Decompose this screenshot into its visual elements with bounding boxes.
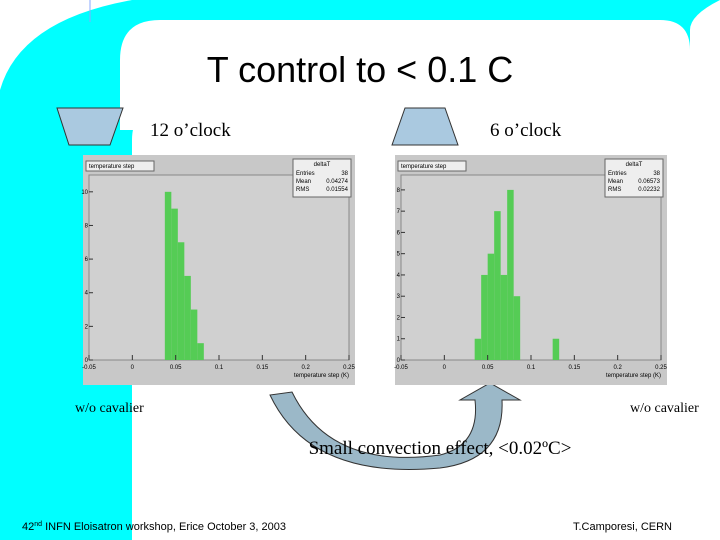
stats-key: RMS	[608, 187, 621, 193]
y-tick-label: 6	[85, 257, 89, 263]
note: w/o cavalier	[75, 401, 144, 416]
bar	[171, 208, 178, 360]
bar	[487, 253, 495, 360]
hist-title: temperature step	[89, 164, 135, 170]
x-axis-label: temperature step (K)	[294, 373, 349, 379]
slide-title: T control to < 0.1 C	[207, 49, 514, 90]
bar	[474, 338, 482, 360]
x-tick-label: 0.15	[568, 365, 580, 371]
x-tick-label: 0.15	[256, 365, 268, 371]
plot-area	[400, 174, 662, 361]
hist-title: temperature step	[401, 164, 447, 170]
bar	[552, 338, 560, 360]
note: w/o cavalier	[630, 401, 699, 416]
stats-name: deltaT	[314, 162, 331, 168]
y-tick-label: 5	[397, 252, 401, 258]
x-tick-label: 0	[443, 365, 447, 371]
bar	[513, 296, 521, 360]
x-tick-label: 0.05	[170, 365, 182, 371]
stats-value: 38	[341, 171, 348, 177]
arrow	[269, 382, 522, 470]
y-tick-label: 2	[85, 324, 89, 330]
x-axis-label: temperature step (K)	[606, 373, 661, 379]
bar	[190, 309, 198, 360]
trapezoid	[56, 107, 124, 146]
y-tick-label: 0	[85, 358, 89, 364]
y-tick-label: 3	[397, 294, 401, 300]
stats-key: Entries	[608, 171, 627, 177]
stats-key: Mean	[296, 179, 311, 185]
y-tick-label: 4	[397, 273, 401, 279]
stats-value: 0.06573	[638, 179, 660, 185]
y-tick-label: 8	[85, 223, 89, 229]
y-tick-label: 8	[397, 188, 401, 194]
x-tick-label: 0.25	[655, 365, 667, 371]
caption: Small convection effect, <0.02ºC>	[309, 438, 572, 459]
y-tick-label: 6	[397, 230, 401, 236]
bar	[494, 211, 501, 360]
y-tick-label: 7	[397, 209, 401, 215]
bar	[177, 242, 185, 360]
x-tick-label: 0.1	[215, 365, 224, 371]
x-tick-label: -0.05	[394, 365, 408, 371]
x-tick-label: 0.2	[613, 365, 622, 371]
label: 6 o’clock	[490, 120, 562, 141]
y-tick-label: 4	[85, 291, 89, 297]
label: 12 o’clock	[150, 120, 231, 141]
stats-value: 0.01554	[326, 187, 348, 193]
bar	[184, 275, 191, 360]
footer: T.Camporesi, CERN	[573, 521, 672, 533]
x-tick-label: 0.05	[482, 365, 494, 371]
plot-area	[88, 174, 350, 361]
y-tick-label: 0	[397, 358, 401, 364]
y-tick-label: 1	[397, 337, 401, 343]
stats-value: 38	[653, 171, 660, 177]
bar	[481, 274, 488, 360]
stats-key: RMS	[296, 187, 309, 193]
stats-box	[292, 158, 352, 198]
bar	[507, 189, 514, 360]
stats-value: 0.02232	[638, 187, 660, 193]
footer-sup: nd	[34, 521, 42, 528]
x-tick-label: 0	[131, 365, 135, 371]
bar	[164, 191, 172, 360]
stats-key: Entries	[296, 171, 315, 177]
x-tick-label: 0.25	[343, 365, 355, 371]
title-area	[120, 20, 690, 130]
stats-value: 0.04274	[326, 179, 348, 185]
y-tick-label: 10	[81, 190, 88, 196]
stats-key: Mean	[608, 179, 623, 185]
stats-box	[604, 158, 664, 198]
hist-title-box	[397, 160, 467, 172]
x-tick-label: -0.05	[82, 365, 96, 371]
bar	[500, 274, 508, 360]
x-tick-label: 0.2	[301, 365, 310, 371]
trapezoid	[391, 107, 459, 146]
bar	[197, 343, 204, 360]
footer-num: 42	[22, 521, 34, 533]
hist-title-box	[85, 160, 155, 172]
stats-name: deltaT	[626, 162, 643, 168]
footer-text: INFN Eloisatron workshop, Erice October …	[42, 521, 286, 533]
footer: 42nd INFN Eloisatron workshop, Erice Oct…	[22, 521, 286, 533]
x-tick-label: 0.1	[527, 365, 536, 371]
y-tick-label: 2	[397, 315, 401, 321]
